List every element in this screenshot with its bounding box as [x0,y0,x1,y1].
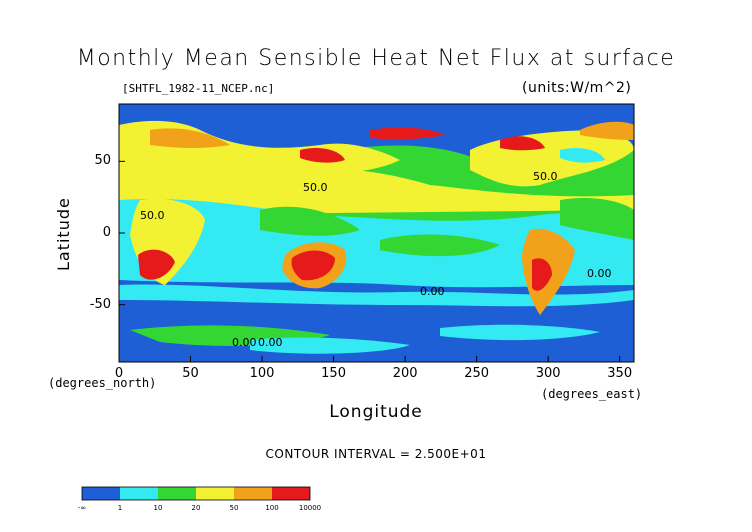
y-axis-unit: (degrees_north) [48,376,157,390]
colorbar-swatch [196,487,234,500]
units-label: (units:W/m^2) [522,80,632,96]
contour-label: 0.00 [258,336,283,349]
y-tick-label: -50 [89,296,111,312]
y-ticks [119,160,125,306]
colorbar-label: 20 [191,504,201,512]
x-tick-label: 0 [114,366,124,381]
x-ticks [118,356,621,362]
contour-labels: 50.0 50.0 50.0 0.00 0.00 0.00 0.00 [140,170,612,349]
contour-label: 0.00 [232,336,257,349]
colorbar-label: 10 [153,504,163,512]
contour-label: 0.00 [587,267,612,280]
contour-label: 50.0 [140,209,165,222]
x-axis-unit: (degrees_east) [541,387,643,401]
x-tick-label: 50 [182,366,199,381]
x-tick-label: 350 [607,366,633,381]
contour-interval: CONTOUR INTERVAL = 2.500E+01 [265,447,487,461]
file-name: [SHTFL_1982-11_NCEP.nc] [122,82,275,95]
y-tick-label: 50 [94,153,111,169]
x-tick-label: 300 [535,366,561,381]
colorbar-swatch [82,487,120,500]
colorbar-label: -∞ [77,504,87,512]
contour-label: 50.0 [533,170,558,183]
colorbar-label: 1 [117,504,123,512]
colorbar-label: 100 [265,504,279,512]
map-title: Monthly Mean Sensible Heat Net Flux at s… [76,46,676,71]
contour-label: 50.0 [303,181,328,194]
x-axis-label: Longitude [329,402,423,422]
x-tick-label: 200 [392,366,418,381]
map-field [119,104,634,362]
colorbar-swatch [234,487,272,500]
colorbar-label: 50 [229,504,239,512]
x-tick-label: 150 [321,366,346,381]
colorbar-swatch [120,487,158,500]
x-tick-label: 250 [464,366,490,381]
x-tick-label: 100 [249,366,275,381]
colorbar-label: 10000 [298,504,322,512]
contour-label: 0.00 [420,285,445,298]
colorbar [81,486,311,501]
colorbar-swatch [158,487,196,500]
colorbar-swatch [272,487,310,500]
y-tick-label: 0 [102,225,111,240]
